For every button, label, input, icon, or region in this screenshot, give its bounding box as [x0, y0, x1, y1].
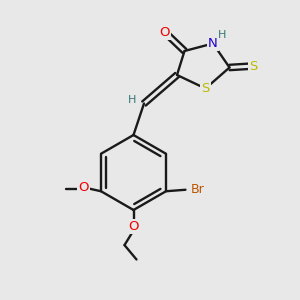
Text: O: O	[160, 26, 170, 39]
Text: H: H	[218, 30, 226, 40]
Text: N: N	[208, 37, 218, 50]
Text: S: S	[249, 59, 258, 73]
Text: H: H	[128, 95, 136, 105]
Text: O: O	[78, 181, 89, 194]
Text: S: S	[201, 82, 210, 95]
Text: Br: Br	[190, 183, 204, 196]
Text: O: O	[128, 220, 139, 233]
